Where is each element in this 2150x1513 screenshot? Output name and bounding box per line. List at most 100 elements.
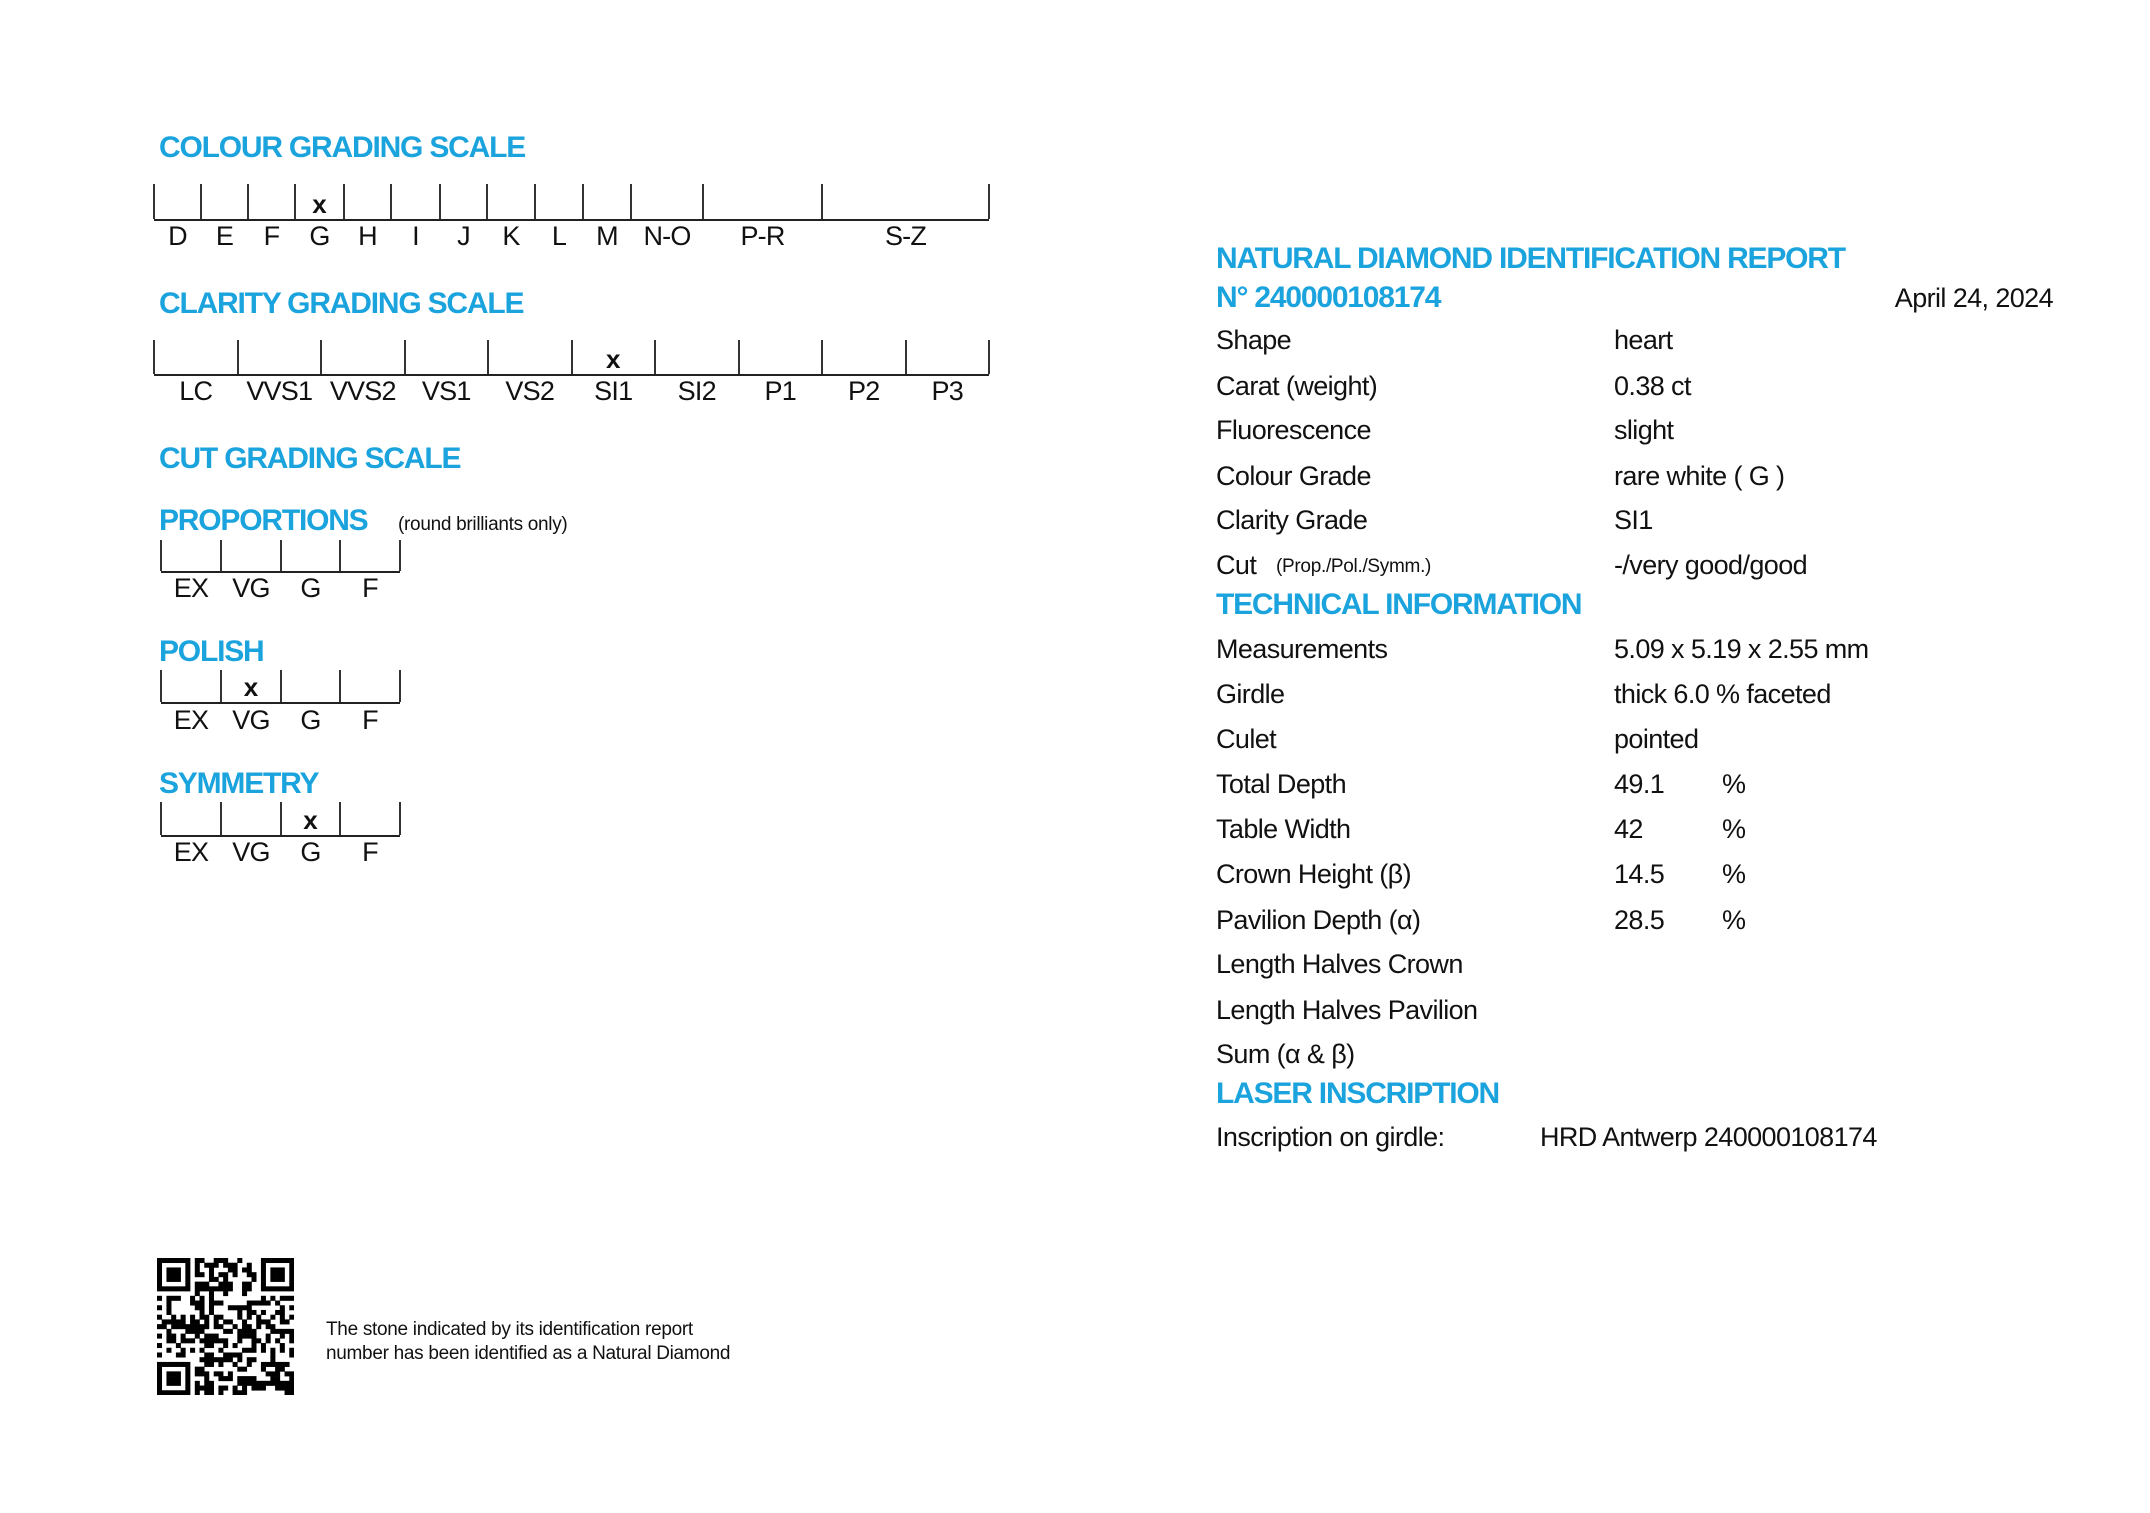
scale-box [160, 802, 401, 837]
scale-divider [220, 802, 222, 835]
technical-title: TECHNICAL INFORMATION [1216, 588, 1583, 621]
scale-box [160, 540, 401, 573]
scale-grade-label: VVS1 [246, 376, 313, 406]
scale-divider [153, 184, 155, 219]
scale-divider [294, 184, 296, 219]
row-label: Length Halves Pavilion [1216, 995, 1478, 1025]
scale-divider [220, 540, 222, 571]
scale-grade-label: EX [173, 705, 209, 735]
row-unit: % [1722, 814, 1746, 844]
row-label: Pavilion Depth (α) [1216, 905, 1421, 935]
scale-divider [630, 184, 632, 219]
scale-grade-label: D [168, 221, 187, 251]
scale-box [160, 670, 401, 704]
scale-grade-label: P-R [740, 221, 785, 251]
row-label: Sum (α & β) [1216, 1039, 1355, 1069]
row-label: Shape [1216, 325, 1292, 355]
scale-divider [570, 340, 573, 374]
scale-grade-label: VVS2 [329, 376, 397, 406]
scale-selected-mark: x [606, 344, 621, 374]
scale-grade-label: F [362, 837, 378, 867]
scale-grade-label: M [596, 221, 618, 251]
laser-title: LASER INSCRIPTION [1216, 1077, 1500, 1110]
inscription-label: Inscription on girdle: [1216, 1122, 1445, 1152]
report-number: N° 240000108174 [1216, 281, 1441, 314]
scale-divider [339, 670, 341, 702]
row-value: SI1 [1614, 505, 1653, 535]
scale-divider [486, 184, 488, 219]
inscription-value: HRD Antwerp 240000108174 [1540, 1122, 1877, 1152]
scale-box [153, 184, 990, 221]
scale-grade-label: LC [179, 376, 213, 406]
row-sublabel: (Prop./Pol./Symm.) [1276, 556, 1432, 577]
scale-grade-label: EX [173, 837, 209, 867]
scale-grade-label: F [362, 573, 378, 603]
row-unit: % [1722, 769, 1746, 799]
scale-grade-label: VS2 [505, 376, 555, 406]
scale-grade-label: SI1 [594, 376, 633, 406]
scale-divider [399, 540, 401, 571]
scale-grade-label: G [300, 837, 321, 867]
footer-line-2: number has been identified as a Natural … [326, 1343, 731, 1364]
row-value: 42 [1614, 814, 1643, 844]
scale-grade-label: P1 [764, 376, 797, 406]
scale-divider [339, 540, 341, 571]
scale-grade-label: F [362, 705, 378, 735]
row-value: heart [1614, 325, 1673, 355]
scale-divider [153, 340, 155, 374]
scale-selected-mark: x [312, 189, 327, 219]
scale-divider [236, 340, 239, 374]
scale-grade-label: S-Z [884, 221, 927, 251]
scale-divider [399, 670, 401, 702]
scale-divider [582, 184, 584, 219]
scale-divider [439, 184, 441, 219]
proportions-title: PROPORTIONS [159, 504, 369, 537]
scale-grade-label: J [457, 221, 470, 251]
row-label: Culet [1216, 724, 1277, 754]
scale-grade-label: K [502, 221, 520, 251]
scale-divider [654, 340, 656, 374]
scale-divider [988, 184, 990, 219]
scale-divider [487, 340, 489, 374]
footer-line-1: The stone indicated by its identificatio… [326, 1319, 693, 1340]
qr-code-icon[interactable] [157, 1258, 294, 1395]
scale-divider [390, 184, 392, 219]
scale-grade-label: P3 [931, 376, 964, 406]
row-value: 0.38 ct [1614, 371, 1691, 401]
scale-divider [343, 184, 345, 219]
scale-divider [160, 670, 162, 702]
scale-divider [821, 340, 823, 374]
scale-grade-label: N-O [643, 221, 691, 251]
scale-divider [403, 340, 406, 374]
scale-grade-label: VS1 [421, 376, 471, 406]
row-label: Table Width [1216, 814, 1351, 844]
report-title: NATURAL DIAMOND IDENTIFICATION REPORT [1216, 242, 1846, 275]
row-value: rare white ( G ) [1614, 461, 1785, 491]
scale-selected-mark: x [303, 805, 318, 835]
scale-box [153, 340, 990, 376]
scale-divider [737, 340, 740, 374]
scale-divider [220, 670, 222, 702]
row-unit: % [1722, 859, 1746, 889]
scale-divider [904, 340, 907, 374]
scale-divider [534, 184, 536, 219]
row-label: Girdle [1216, 679, 1285, 709]
row-value: -/very good/good [1614, 550, 1808, 580]
scale-grade-label: P2 [848, 376, 880, 406]
scale-divider [280, 802, 282, 835]
scale-divider [200, 184, 202, 219]
scale-grade-label: E [215, 221, 234, 251]
scale-grade-label: F [263, 221, 280, 251]
row-value: thick 6.0 % faceted [1614, 679, 1831, 709]
scale-divider [988, 340, 990, 374]
colour-scale-title: COLOUR GRADING SCALE [159, 131, 526, 164]
row-value: 14.5 [1614, 859, 1665, 889]
scale-grade-label: SI2 [677, 376, 717, 406]
scale-divider [320, 340, 322, 374]
scale-divider [339, 802, 341, 835]
row-value: slight [1614, 415, 1674, 445]
clarity-scale-title: CLARITY GRADING SCALE [159, 287, 524, 320]
scale-divider [821, 184, 823, 219]
scale-divider [160, 802, 162, 835]
row-value: 28.5 [1614, 905, 1665, 935]
